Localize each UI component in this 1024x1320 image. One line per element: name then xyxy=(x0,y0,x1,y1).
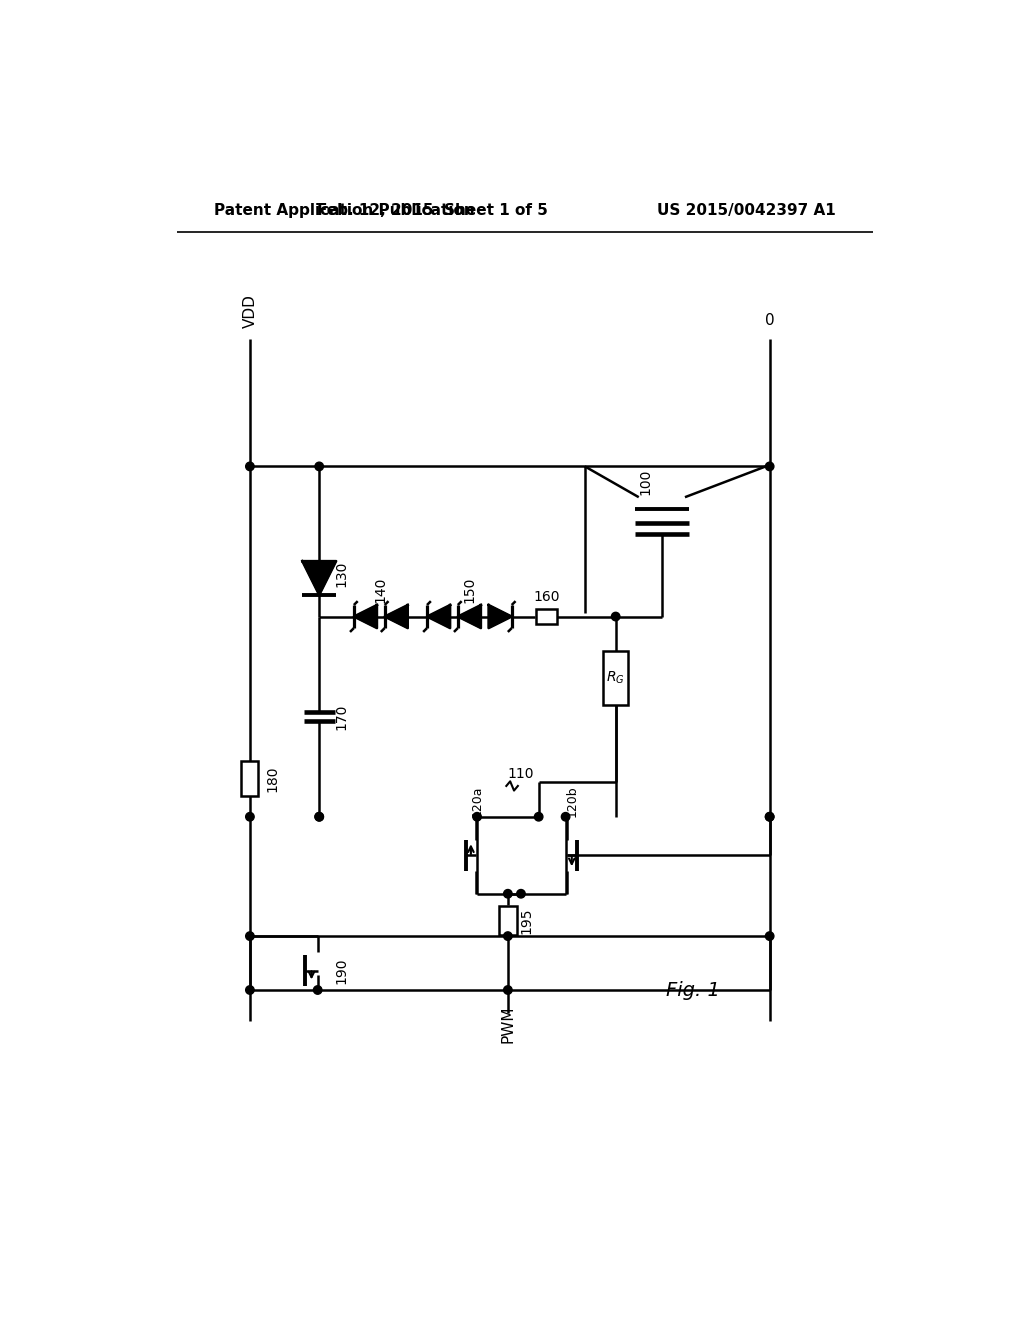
Text: US 2015/0042397 A1: US 2015/0042397 A1 xyxy=(657,203,836,218)
Circle shape xyxy=(313,986,322,994)
Circle shape xyxy=(246,932,254,940)
FancyBboxPatch shape xyxy=(603,651,628,705)
Circle shape xyxy=(504,890,512,898)
Text: 0: 0 xyxy=(765,313,774,327)
Text: PWM: PWM xyxy=(501,1006,515,1043)
Circle shape xyxy=(315,813,324,821)
Circle shape xyxy=(561,813,569,821)
FancyBboxPatch shape xyxy=(242,760,258,796)
Polygon shape xyxy=(385,605,408,628)
Circle shape xyxy=(517,890,525,898)
Circle shape xyxy=(246,986,254,994)
Text: 120a: 120a xyxy=(471,785,483,817)
Circle shape xyxy=(315,462,324,471)
Polygon shape xyxy=(354,605,377,628)
FancyBboxPatch shape xyxy=(536,609,557,624)
Text: 180: 180 xyxy=(265,766,280,792)
Text: 140: 140 xyxy=(374,577,388,603)
Text: 120b: 120b xyxy=(565,785,579,817)
Circle shape xyxy=(765,813,774,821)
Text: Patent Application Publication: Patent Application Publication xyxy=(214,203,474,218)
Circle shape xyxy=(504,932,512,940)
Circle shape xyxy=(246,462,254,471)
Text: $R_G$: $R_G$ xyxy=(606,671,625,686)
Circle shape xyxy=(535,813,543,821)
Circle shape xyxy=(473,813,481,821)
Circle shape xyxy=(765,462,774,471)
Text: 170: 170 xyxy=(335,704,348,730)
Circle shape xyxy=(504,986,512,994)
Polygon shape xyxy=(458,605,481,628)
Text: 110: 110 xyxy=(508,767,535,781)
Polygon shape xyxy=(427,605,451,628)
Circle shape xyxy=(765,932,774,940)
Text: 195: 195 xyxy=(519,907,534,935)
Text: VDD: VDD xyxy=(243,294,257,327)
Text: Feb. 12, 2015  Sheet 1 of 5: Feb. 12, 2015 Sheet 1 of 5 xyxy=(317,203,548,218)
Text: 160: 160 xyxy=(534,590,559,605)
Circle shape xyxy=(246,813,254,821)
Text: 150: 150 xyxy=(463,577,476,603)
FancyBboxPatch shape xyxy=(499,906,517,936)
Text: 100: 100 xyxy=(639,469,652,495)
Polygon shape xyxy=(488,605,512,628)
Text: 190: 190 xyxy=(335,957,348,983)
Polygon shape xyxy=(302,561,336,595)
Text: Fig. 1: Fig. 1 xyxy=(666,981,720,999)
Circle shape xyxy=(315,813,324,821)
Circle shape xyxy=(611,612,620,620)
Circle shape xyxy=(765,813,774,821)
Text: 130: 130 xyxy=(335,561,348,587)
